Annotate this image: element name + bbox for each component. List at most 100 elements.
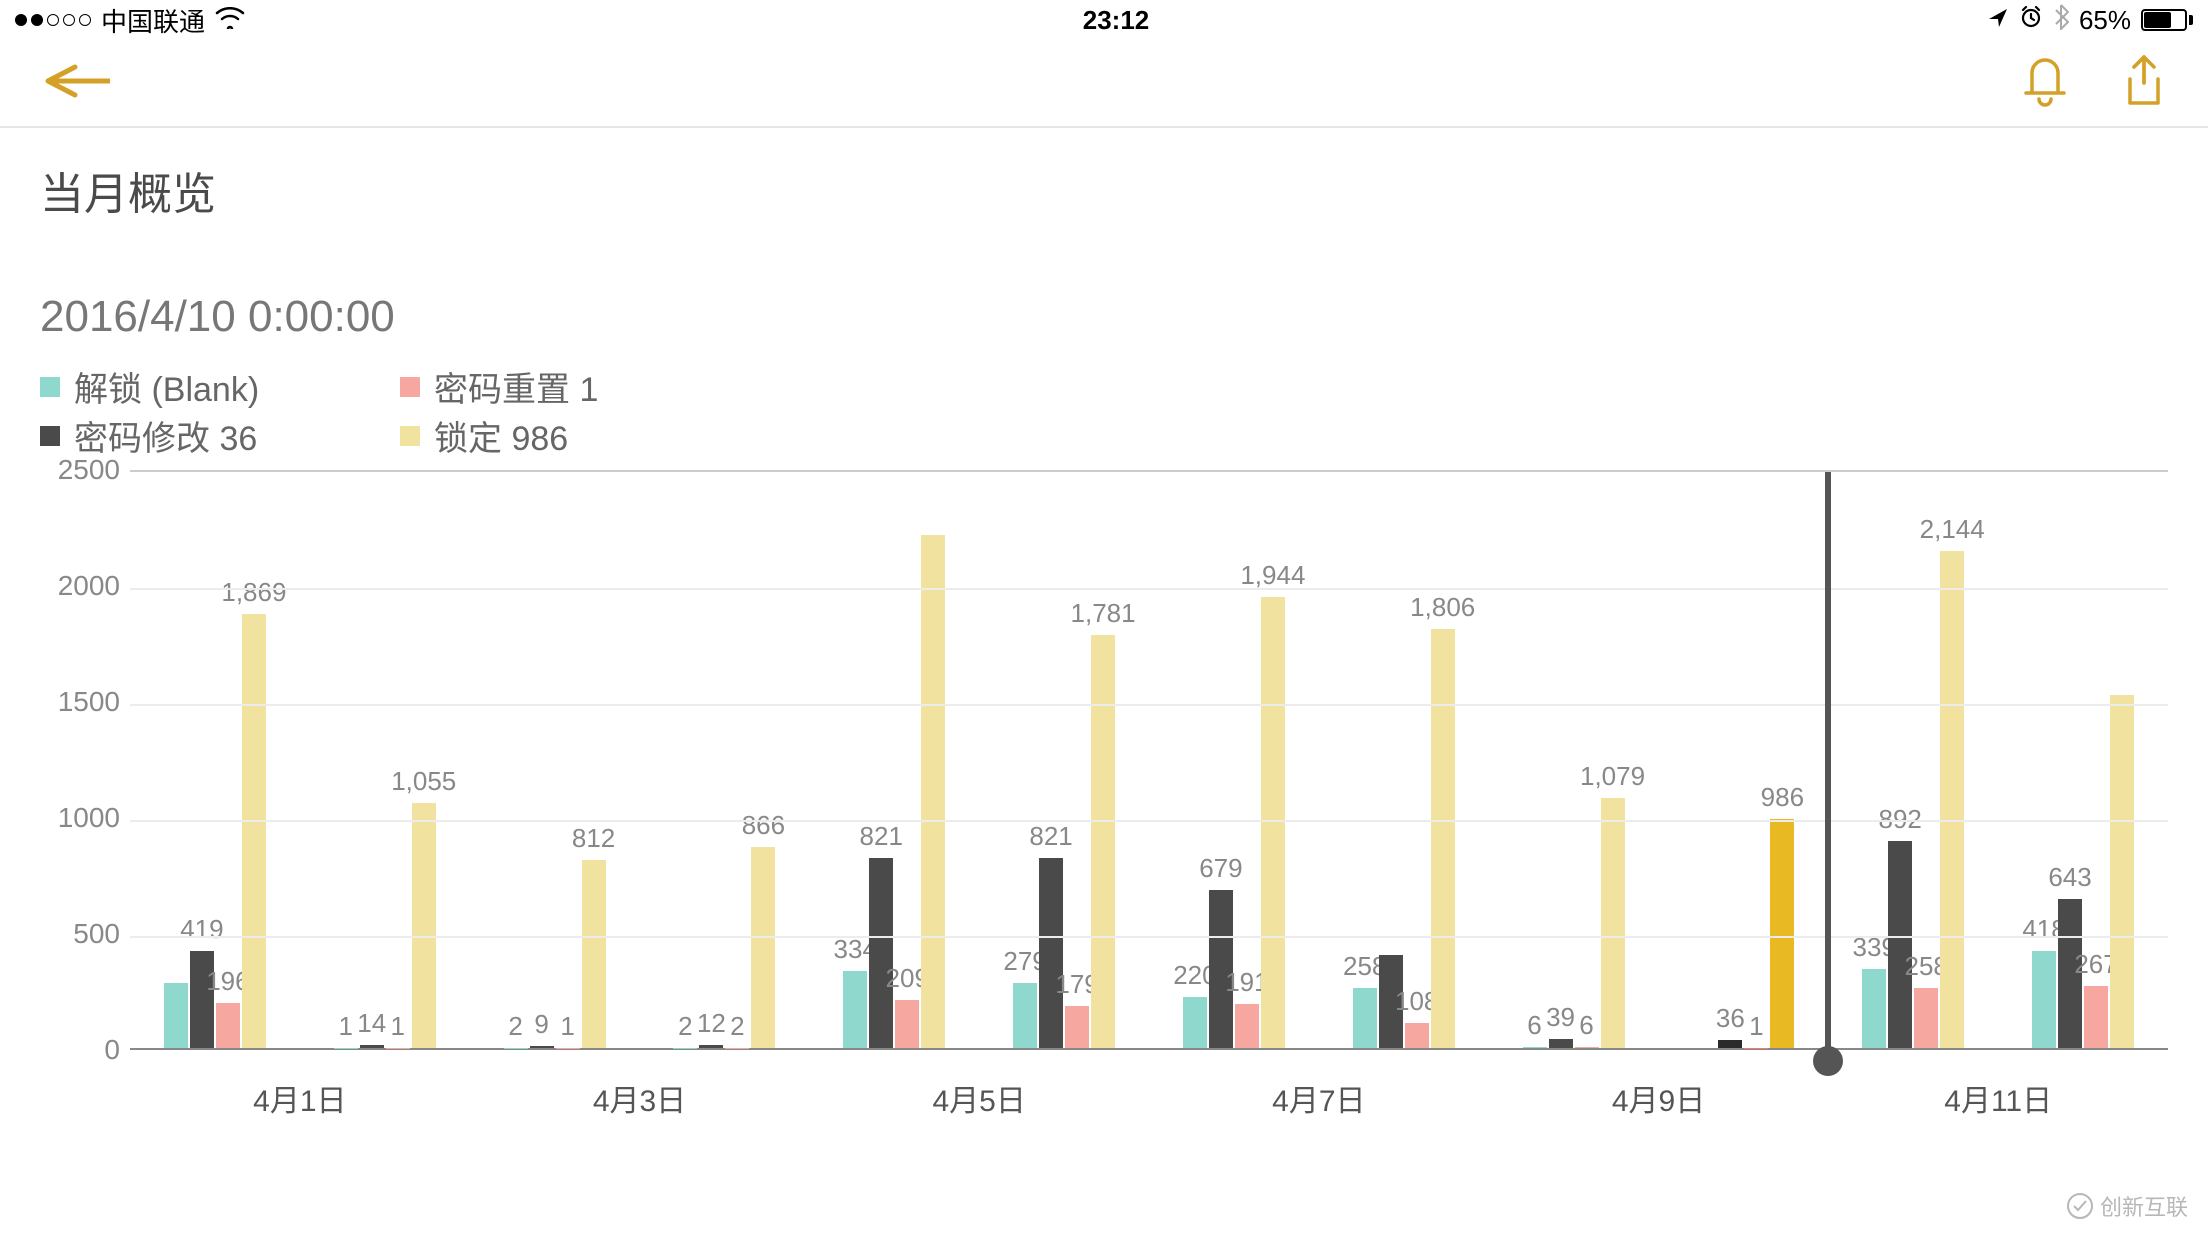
bar-rect: [1888, 841, 1912, 1048]
back-button[interactable]: [40, 61, 110, 106]
x-tick-label: 4月3日: [470, 1060, 810, 1120]
bar-group[interactable]: 291812: [470, 472, 640, 1048]
legend-item-pwdmod[interactable]: 密码修改 36: [40, 411, 340, 460]
bar-lock[interactable]: 1,869: [242, 614, 266, 1048]
bar-value-label: 812: [572, 823, 615, 854]
bar-rect: [1235, 1004, 1259, 1048]
bar-value-label: 821: [860, 821, 903, 852]
battery-icon: [2141, 9, 2193, 31]
bar-rect: [869, 858, 893, 1048]
bar-unlock[interactable]: 279: [1013, 983, 1037, 1048]
grid-line: [130, 704, 2168, 706]
bar-lock[interactable]: 2,144: [1940, 551, 1964, 1048]
bar-pwdreset[interactable]: 179: [1065, 1006, 1089, 1048]
bar-value-label: 643: [2048, 862, 2091, 893]
x-tick-label: 4月9日: [1489, 1060, 1829, 1120]
legend-item-lock[interactable]: 锁定 986: [400, 411, 700, 460]
bar-pwdmod[interactable]: 36: [1718, 1040, 1742, 1048]
bar-value-label: 1,079: [1580, 761, 1645, 792]
bar-pwdreset[interactable]: 267: [2084, 986, 2108, 1048]
bar-group[interactable]: 2206791911,944: [1149, 472, 1319, 1048]
bar-rect: [1601, 798, 1625, 1048]
bar-rect: [699, 1045, 723, 1048]
plot-area[interactable]: 4191961,86911411,05529181221228663348212…: [130, 470, 2168, 1050]
bar-lock[interactable]: 1,781: [1091, 635, 1115, 1048]
bar-rect: [1183, 997, 1207, 1048]
status-time: 23:12: [1083, 5, 1150, 36]
legend-item-pwdreset[interactable]: 密码重置 1: [400, 362, 700, 411]
bar-group[interactable]: 2 12 2 866: [639, 472, 809, 1048]
bar-group[interactable]: 2798211791,781: [979, 472, 1149, 1048]
bar-pwdmod[interactable]: 821: [1039, 858, 1063, 1048]
bar-lock[interactable]: 866: [751, 847, 775, 1048]
bar-lock[interactable]: [921, 535, 945, 1048]
bar-unlock[interactable]: 418: [2032, 951, 2056, 1048]
bar-value-label: 1,806: [1410, 592, 1475, 623]
bell-icon[interactable]: [2020, 53, 2070, 114]
bar-group[interactable]: 63961,079: [1489, 472, 1659, 1048]
bar-lock[interactable]: 986: [1770, 819, 1794, 1048]
bar-rect: [1549, 1039, 1573, 1048]
location-icon: [1987, 5, 2009, 36]
bar-pwdmod[interactable]: 39: [1549, 1039, 1573, 1048]
watermark: 创新互联: [2066, 1190, 2188, 1222]
x-tick-label: 4月1日: [130, 1060, 470, 1120]
bar-value-label: 866: [742, 810, 785, 841]
bar-unlock[interactable]: 220: [1183, 997, 1207, 1048]
bar-pwdreset[interactable]: 108: [1405, 1023, 1429, 1048]
bar-group[interactable]: 2581081,806: [1319, 472, 1489, 1048]
bar-group[interactable]: 334821209: [809, 472, 979, 1048]
bar-value-label: 1,781: [1071, 598, 1136, 629]
bar-value-label: 2: [678, 1011, 692, 1042]
status-right: 65%: [1987, 4, 2193, 37]
bar-lock[interactable]: 1,944: [1261, 597, 1285, 1048]
bar-value-label: 1: [339, 1011, 353, 1042]
bar-pwdmod[interactable]: 9: [530, 1046, 554, 1048]
bar-value-label: 14: [357, 1008, 386, 1039]
bar-group[interactable]: 418 643 267: [1998, 472, 2168, 1048]
bar-rect: [2084, 986, 2108, 1048]
share-icon[interactable]: [2120, 53, 2168, 114]
legend-label: 解锁 (Blank): [74, 362, 259, 411]
bar-pwdmod[interactable]: 892: [1888, 841, 1912, 1048]
bar-rect: [921, 535, 945, 1048]
bar-value-label: 2: [730, 1011, 744, 1042]
bar-unlock[interactable]: 6: [1523, 1047, 1547, 1048]
bar-pwdreset[interactable]: 258: [1914, 988, 1938, 1048]
bar-unlock[interactable]: [164, 983, 188, 1048]
bar-rect: [843, 971, 867, 1048]
bar-value-label: 1,055: [391, 766, 456, 797]
legend-item-unlock[interactable]: 解锁 (Blank): [40, 362, 340, 411]
bar-value-label: 6: [1527, 1010, 1541, 1041]
bar-pwdreset[interactable]: 191: [1235, 1004, 1259, 1048]
bar-unlock[interactable]: 258: [1353, 988, 1377, 1048]
bar-lock[interactable]: 1,055: [412, 803, 436, 1048]
bar-pwdmod[interactable]: 14: [360, 1045, 384, 1048]
bar-pwdreset[interactable]: 196: [216, 1003, 240, 1048]
bar-lock[interactable]: 1,806: [1431, 629, 1455, 1048]
legend-label: 锁定 986: [434, 411, 568, 460]
bar-unlock[interactable]: 334: [843, 971, 867, 1048]
bar-pwdreset[interactable]: 6: [1575, 1047, 1599, 1048]
bar-lock[interactable]: 1,079: [1601, 798, 1625, 1048]
y-tick-label: 500: [73, 918, 120, 950]
bar-value-label: 1,944: [1240, 560, 1305, 591]
bar-lock[interactable]: 812: [582, 860, 606, 1048]
bar-unlock[interactable]: 339: [1862, 969, 1886, 1048]
bar-group[interactable]: 3398922582,144: [1828, 472, 1998, 1048]
bar-lock[interactable]: [2110, 695, 2134, 1048]
bar-group[interactable]: 11411,055: [300, 472, 470, 1048]
bar-group[interactable]: 361986: [1658, 472, 1828, 1048]
bluetooth-icon: [2053, 4, 2069, 37]
bar-pwdreset[interactable]: 209: [895, 1000, 919, 1048]
bar-rect: [164, 983, 188, 1048]
bar-rect: [360, 1045, 384, 1048]
crosshair[interactable]: [1825, 472, 1831, 1058]
bar-rect: [2110, 695, 2134, 1048]
bar-pwdmod[interactable]: 821: [869, 858, 893, 1048]
bar-pwdmod[interactable]: 12: [699, 1045, 723, 1048]
chart[interactable]: 05001000150020002500 4191961,86911411,05…: [40, 470, 2168, 1150]
bar-rect: [1718, 1040, 1742, 1048]
bar-group[interactable]: 4191961,869: [130, 472, 300, 1048]
bar-value-label: 2,144: [1920, 514, 1985, 545]
